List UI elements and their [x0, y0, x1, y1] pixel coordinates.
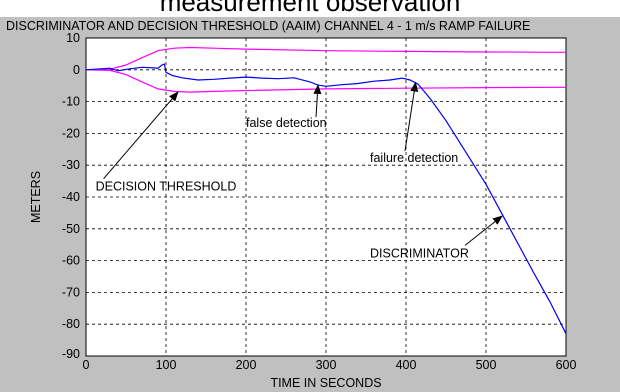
y-tick-label: -90 — [62, 347, 80, 361]
annotation-label: failure detection — [370, 151, 458, 165]
series-line-lower — [85, 69, 567, 93]
chart-title: DISCRIMINATOR AND DECISION THRESHOLD (AA… — [6, 19, 530, 33]
figure-panel: DISCRIMINATOR AND DECISION THRESHOLD (AA… — [0, 17, 620, 392]
axis-ticks: 0 100 200 300 400 500 600100-10-20-30-40-50-60… — [62, 31, 577, 372]
x-tick-label: 600 — [556, 358, 577, 372]
x-tick-label: 0 — [83, 358, 90, 372]
y-tick-label: -80 — [62, 317, 80, 331]
y-tick-label: -20 — [62, 126, 80, 140]
y-axis-label: METERS — [29, 171, 43, 223]
series-lines — [85, 46, 567, 334]
x-tick-label: 100 — [156, 358, 177, 372]
x-tick-label: 500 — [476, 358, 497, 372]
x-axis-label: TIME IN SECONDS — [270, 376, 381, 390]
y-tick-label: -30 — [62, 158, 80, 172]
annotation-label: DECISION THRESHOLD — [96, 180, 237, 194]
x-tick-label: 300 — [316, 358, 337, 372]
annotation-arrow — [464, 215, 503, 246]
y-tick-label: 10 — [66, 31, 80, 45]
annotations: DECISION THRESHOLD false detection failure… — [96, 81, 503, 260]
annotation-label: false detection — [246, 116, 327, 130]
y-tick-label: -10 — [62, 95, 80, 109]
y-tick-label: -60 — [62, 254, 80, 268]
y-tick-label: -40 — [62, 190, 80, 204]
chart: DISCRIMINATOR AND DECISION THRESHOLD (AA… — [6, 19, 577, 390]
annotation-label: DISCRIMINATOR — [370, 246, 469, 260]
x-tick-label: 200 — [236, 358, 257, 372]
y-tick-label: -70 — [62, 285, 80, 299]
series-line-upper — [85, 46, 567, 71]
x-tick-label: 400 — [396, 358, 417, 372]
annotation-arrow — [313, 84, 322, 118]
annotation-arrow — [103, 91, 179, 179]
series-line-discriminator — [85, 63, 567, 334]
annotation-arrow — [404, 81, 419, 152]
y-tick-label: -50 — [62, 222, 80, 236]
page-heading: measurement observation — [159, 0, 461, 17]
y-tick-label: 0 — [73, 63, 80, 77]
